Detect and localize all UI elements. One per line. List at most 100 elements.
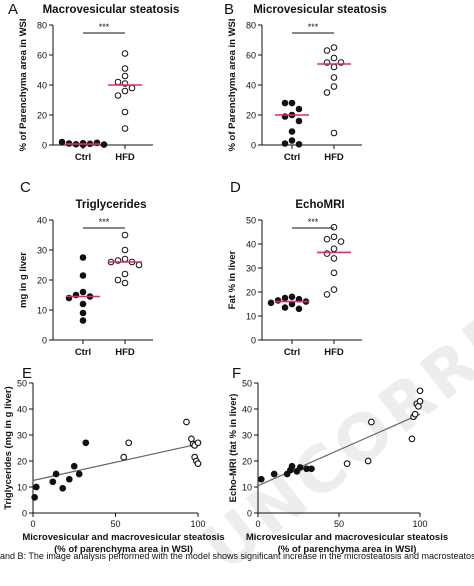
x-tick-label: HFD	[324, 152, 344, 163]
y-tick-label: 50	[246, 216, 256, 226]
ctrl-point	[281, 304, 289, 311]
panel-letter: B	[224, 1, 234, 18]
hfd-point	[114, 92, 122, 99]
panel-letter: F	[232, 365, 241, 382]
ctrl-point	[58, 138, 66, 146]
hfd-point	[121, 270, 129, 278]
ctrl-point	[79, 317, 87, 324]
hfd-point	[183, 418, 190, 426]
ctrl-point	[100, 141, 108, 148]
ctrl-point	[308, 465, 315, 473]
y-tick-label: 40	[37, 81, 47, 91]
hfd-point	[323, 235, 331, 243]
significance-label: ***	[99, 217, 110, 227]
y-axis-label: Echo-MRI (fat % in liver)	[228, 394, 239, 503]
y-tick-label: 10	[246, 312, 256, 322]
y-tick-label: 40	[246, 240, 256, 250]
ctrl-point	[288, 293, 296, 301]
ctrl-point	[288, 99, 296, 107]
x-tick-label: Ctrl	[75, 152, 91, 163]
hfd-point	[114, 276, 122, 284]
ctrl-point	[296, 464, 304, 471]
y-tick-label: 10	[242, 483, 252, 493]
hfd-point	[323, 89, 331, 96]
significance-label: ***	[99, 22, 110, 32]
hfd-point	[330, 233, 338, 241]
ctrl-point	[79, 288, 87, 296]
hfd-point	[368, 418, 375, 426]
hfd-point	[125, 439, 133, 447]
hfd-point	[330, 83, 338, 90]
y-tick-label: 80	[246, 21, 256, 31]
y-axis-label: mg in g liver	[18, 252, 29, 308]
panel-letter: C	[20, 179, 31, 196]
y-axis-label: % of Parenchyma area in WSI	[227, 18, 238, 151]
panel-letter: E	[22, 365, 32, 382]
hfd-point	[330, 269, 338, 277]
x-tick-label: HFD	[115, 152, 135, 163]
y-tick-label: 30	[242, 431, 252, 441]
ctrl-point	[281, 99, 289, 107]
y-tick-label: 50	[242, 379, 252, 389]
hfd-point	[416, 387, 424, 395]
y-axis-label: Fat % in liver	[227, 250, 238, 309]
ctrl-point	[295, 140, 303, 148]
hfd-point	[194, 460, 202, 467]
hfd-point	[330, 255, 338, 262]
x-tick-label: HFD	[324, 347, 344, 358]
hfd-point	[408, 435, 416, 443]
y-tick-label: 0	[247, 509, 252, 519]
hfd-point	[411, 410, 419, 418]
significance-label: ***	[308, 22, 319, 32]
y-tick-label: 10	[17, 483, 27, 493]
y-tick-label: 60	[37, 51, 47, 61]
y-axis-label: % of Parenchyma area in WSI	[18, 18, 29, 151]
y-tick-label: 30	[17, 431, 27, 441]
hfd-point	[323, 47, 331, 54]
x-tick-label: 0	[255, 519, 260, 529]
y-tick-label: 20	[246, 111, 256, 121]
y-tick-label: 20	[246, 288, 256, 298]
ctrl-point	[79, 300, 87, 308]
y-tick-label: 40	[242, 405, 252, 415]
ctrl-point	[82, 439, 90, 447]
regression-line	[257, 413, 421, 487]
ctrl-point	[65, 475, 73, 483]
x-tick-label: 50	[334, 519, 344, 529]
y-tick-label: 10	[37, 306, 47, 316]
hfd-point	[330, 74, 338, 81]
hfd-point	[135, 261, 143, 269]
ctrl-point	[288, 462, 296, 470]
hfd-point	[330, 54, 338, 62]
panel-d: D EchoMRI Fat % in liver 0 10 20 30 40 50 Ctrl HFD…	[227, 179, 362, 358]
y-tick-label: 20	[37, 276, 47, 286]
hfd-point	[121, 87, 129, 95]
y-tick-label: 60	[246, 51, 256, 61]
ctrl-point	[79, 272, 87, 279]
y-tick-label: 20	[17, 457, 27, 467]
hfd-point	[194, 439, 202, 447]
y-tick-label: 0	[22, 509, 27, 519]
hfd-point	[121, 279, 129, 287]
hfd-point	[121, 65, 129, 72]
hfd-point	[416, 397, 424, 405]
y-tick-label: 80	[37, 21, 47, 31]
x-tick-label: 0	[30, 519, 35, 529]
ctrl-point	[295, 305, 303, 313]
x-axis-label: Microvesicular and macrovesicular steato…	[246, 532, 448, 543]
significance-label: ***	[308, 217, 319, 227]
hfd-point	[337, 238, 345, 245]
panel-f: F Echo-MRI (fat % in liver) 0 10 20 30 40 50 0 50…	[228, 365, 448, 555]
ctrl-point	[270, 470, 278, 478]
y-tick-label: 0	[42, 141, 47, 151]
x-tick-label: 100	[190, 519, 205, 529]
panel-a: A Macrovesicular steatosis % of Parenchyma…	[8, 1, 179, 163]
panel-b: B Microvesicular steatosis % of Parenchyma…	[224, 1, 387, 163]
hfd-point	[323, 291, 331, 298]
hfd-point	[120, 453, 128, 461]
y-tick-label: 40	[37, 216, 47, 226]
ctrl-point	[59, 484, 67, 492]
y-tick-label: 50	[17, 379, 27, 389]
hfd-point	[128, 84, 136, 92]
hfd-point	[121, 231, 129, 239]
